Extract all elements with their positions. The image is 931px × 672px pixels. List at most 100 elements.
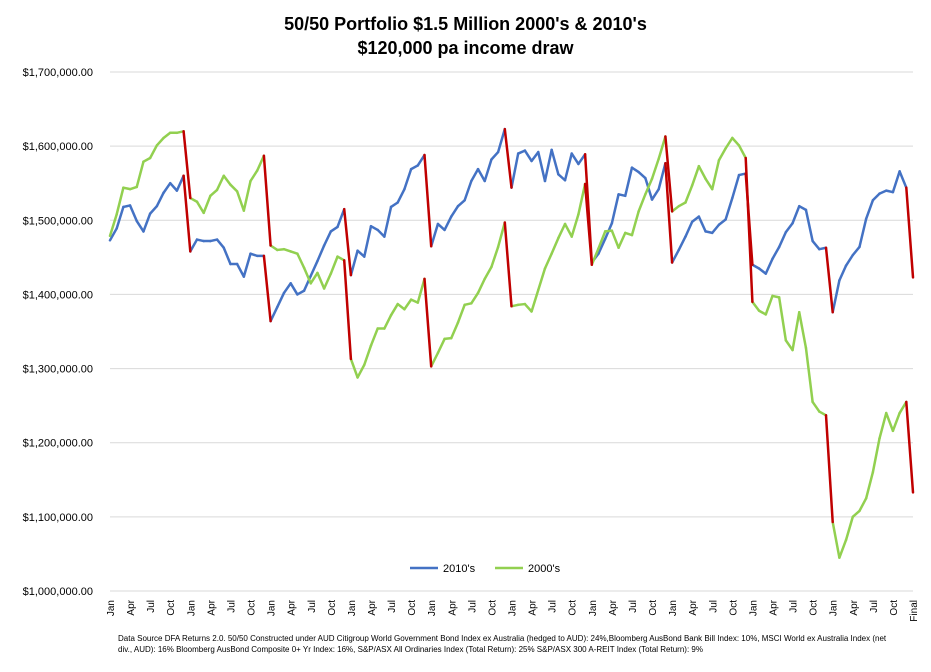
series-line-segment (108, 213, 118, 238)
series-line-segment (316, 244, 326, 263)
series-line-segment (369, 224, 379, 232)
series-line-segment (657, 135, 667, 160)
series-line-segment (537, 267, 547, 292)
series-line-segment (804, 346, 814, 404)
withdrawal-drop-segment (262, 154, 272, 247)
series-line-segment (697, 164, 707, 181)
x-tick-label: Jan (267, 600, 278, 616)
series-line-segment (389, 302, 399, 317)
series-line-segment (858, 497, 868, 513)
series-line-segment (610, 193, 620, 225)
series-line-segment (764, 294, 774, 316)
series-line-segment (195, 200, 205, 215)
series-line-segment (296, 252, 306, 269)
y-tick-label: $1,700,000.00 (23, 67, 93, 79)
series-line-segment (543, 148, 553, 183)
x-tick-label: Apr (367, 599, 378, 615)
x-tick-label: Oct (487, 600, 498, 616)
series-line-segment (349, 357, 359, 379)
x-tick-label: Apr (608, 599, 619, 615)
series-line-segment (617, 231, 627, 249)
y-tick-label: $1,100,000.00 (23, 512, 93, 524)
series-line-segment (222, 174, 232, 186)
series-line-segment (269, 305, 279, 323)
series-line-segment (383, 313, 393, 330)
series-line-segment (510, 152, 520, 189)
y-axis: $1,000,000.00 $1,100,000.00 $1,200,000.00 $… (23, 67, 93, 598)
series-line-segment (496, 221, 507, 249)
series-line-segment (135, 219, 145, 233)
series-line-segment (189, 196, 199, 203)
series-line-segment (255, 154, 266, 172)
x-tick-label: Jul (789, 600, 800, 613)
series-line-segment (711, 223, 721, 235)
series-line-segment (797, 204, 808, 212)
series-line-segment (215, 238, 226, 249)
series-line-segment (209, 188, 219, 198)
series-line-segment (690, 215, 701, 224)
series-line-segment (777, 296, 788, 342)
y-tick-label: $1,200,000.00 (23, 438, 93, 450)
x-tick-label: Jan (186, 600, 197, 616)
series-line-segment (751, 263, 761, 270)
chart-subtitle: $120,000 pa income draw (357, 38, 574, 58)
series-line-segment (316, 271, 326, 290)
series-line-segment (436, 222, 446, 232)
series-line-segment (570, 152, 580, 166)
series-line-segment (684, 220, 694, 238)
x-tick-label: Oct (407, 600, 418, 616)
series-line-segment (858, 217, 868, 249)
series-line-segment (336, 255, 346, 262)
series-line-segment (496, 127, 507, 154)
series-line-segment (563, 222, 573, 238)
withdrawal-drop-segment (905, 186, 915, 279)
series-line-segment (791, 204, 801, 225)
series-line-segment (871, 437, 881, 474)
x-tick-label: Jan (668, 600, 679, 616)
series-line-segment (844, 253, 855, 267)
series-line-segment (349, 249, 359, 277)
series-line-segment (597, 230, 607, 250)
x-tick-label: Apr (126, 599, 137, 615)
series-line-segment (884, 411, 895, 433)
series-line-segment (450, 204, 460, 218)
series-line-segment (851, 509, 861, 519)
series-line-segment (249, 169, 259, 183)
series-line-segment (115, 186, 125, 216)
withdrawal-drop-segment (824, 246, 834, 314)
withdrawal-drop-segment (423, 277, 433, 368)
withdrawal-drop-segment (664, 161, 674, 264)
series-line-segment (871, 192, 881, 202)
series-line-segment (409, 164, 420, 171)
x-axis: Jan Apr Jul Oct Jan Apr Jul Oct Jan Apr Jul Oct Jan A… (106, 599, 920, 621)
x-tick-label: Jul (548, 600, 559, 613)
series-line-segment (483, 158, 493, 183)
x-tick-label: Apr (849, 599, 860, 615)
x-tick-label: Jan (829, 600, 840, 616)
series-line-segment (717, 218, 727, 226)
series-line-segment (383, 205, 393, 238)
y-tick-label: $1,000,000.00 (23, 586, 93, 598)
x-tick-label: Oct (247, 600, 258, 616)
series-line-segment (396, 302, 406, 311)
x-tick-label: Apr (206, 599, 217, 615)
series-line-segment (811, 239, 821, 251)
withdrawal-drop-segment (182, 130, 192, 200)
series-line-segment (229, 183, 239, 193)
series-line-segment (168, 181, 179, 192)
x-tick-label: Oct (889, 600, 900, 616)
x-tick-label: Oct (648, 600, 659, 616)
series-line-segment (309, 271, 319, 285)
series-line-segment (396, 187, 406, 204)
series-line-segment (296, 289, 306, 296)
series-line-segment (711, 158, 721, 191)
series-line-segment (523, 302, 533, 313)
y-tick-label: $1,400,000.00 (23, 289, 93, 301)
withdrawal-drop-segment (503, 127, 513, 189)
withdrawal-drop-segment (503, 221, 513, 308)
x-tick-label: Oct (728, 600, 739, 616)
series-line-segment (289, 282, 299, 296)
series-line-segment (155, 136, 165, 147)
